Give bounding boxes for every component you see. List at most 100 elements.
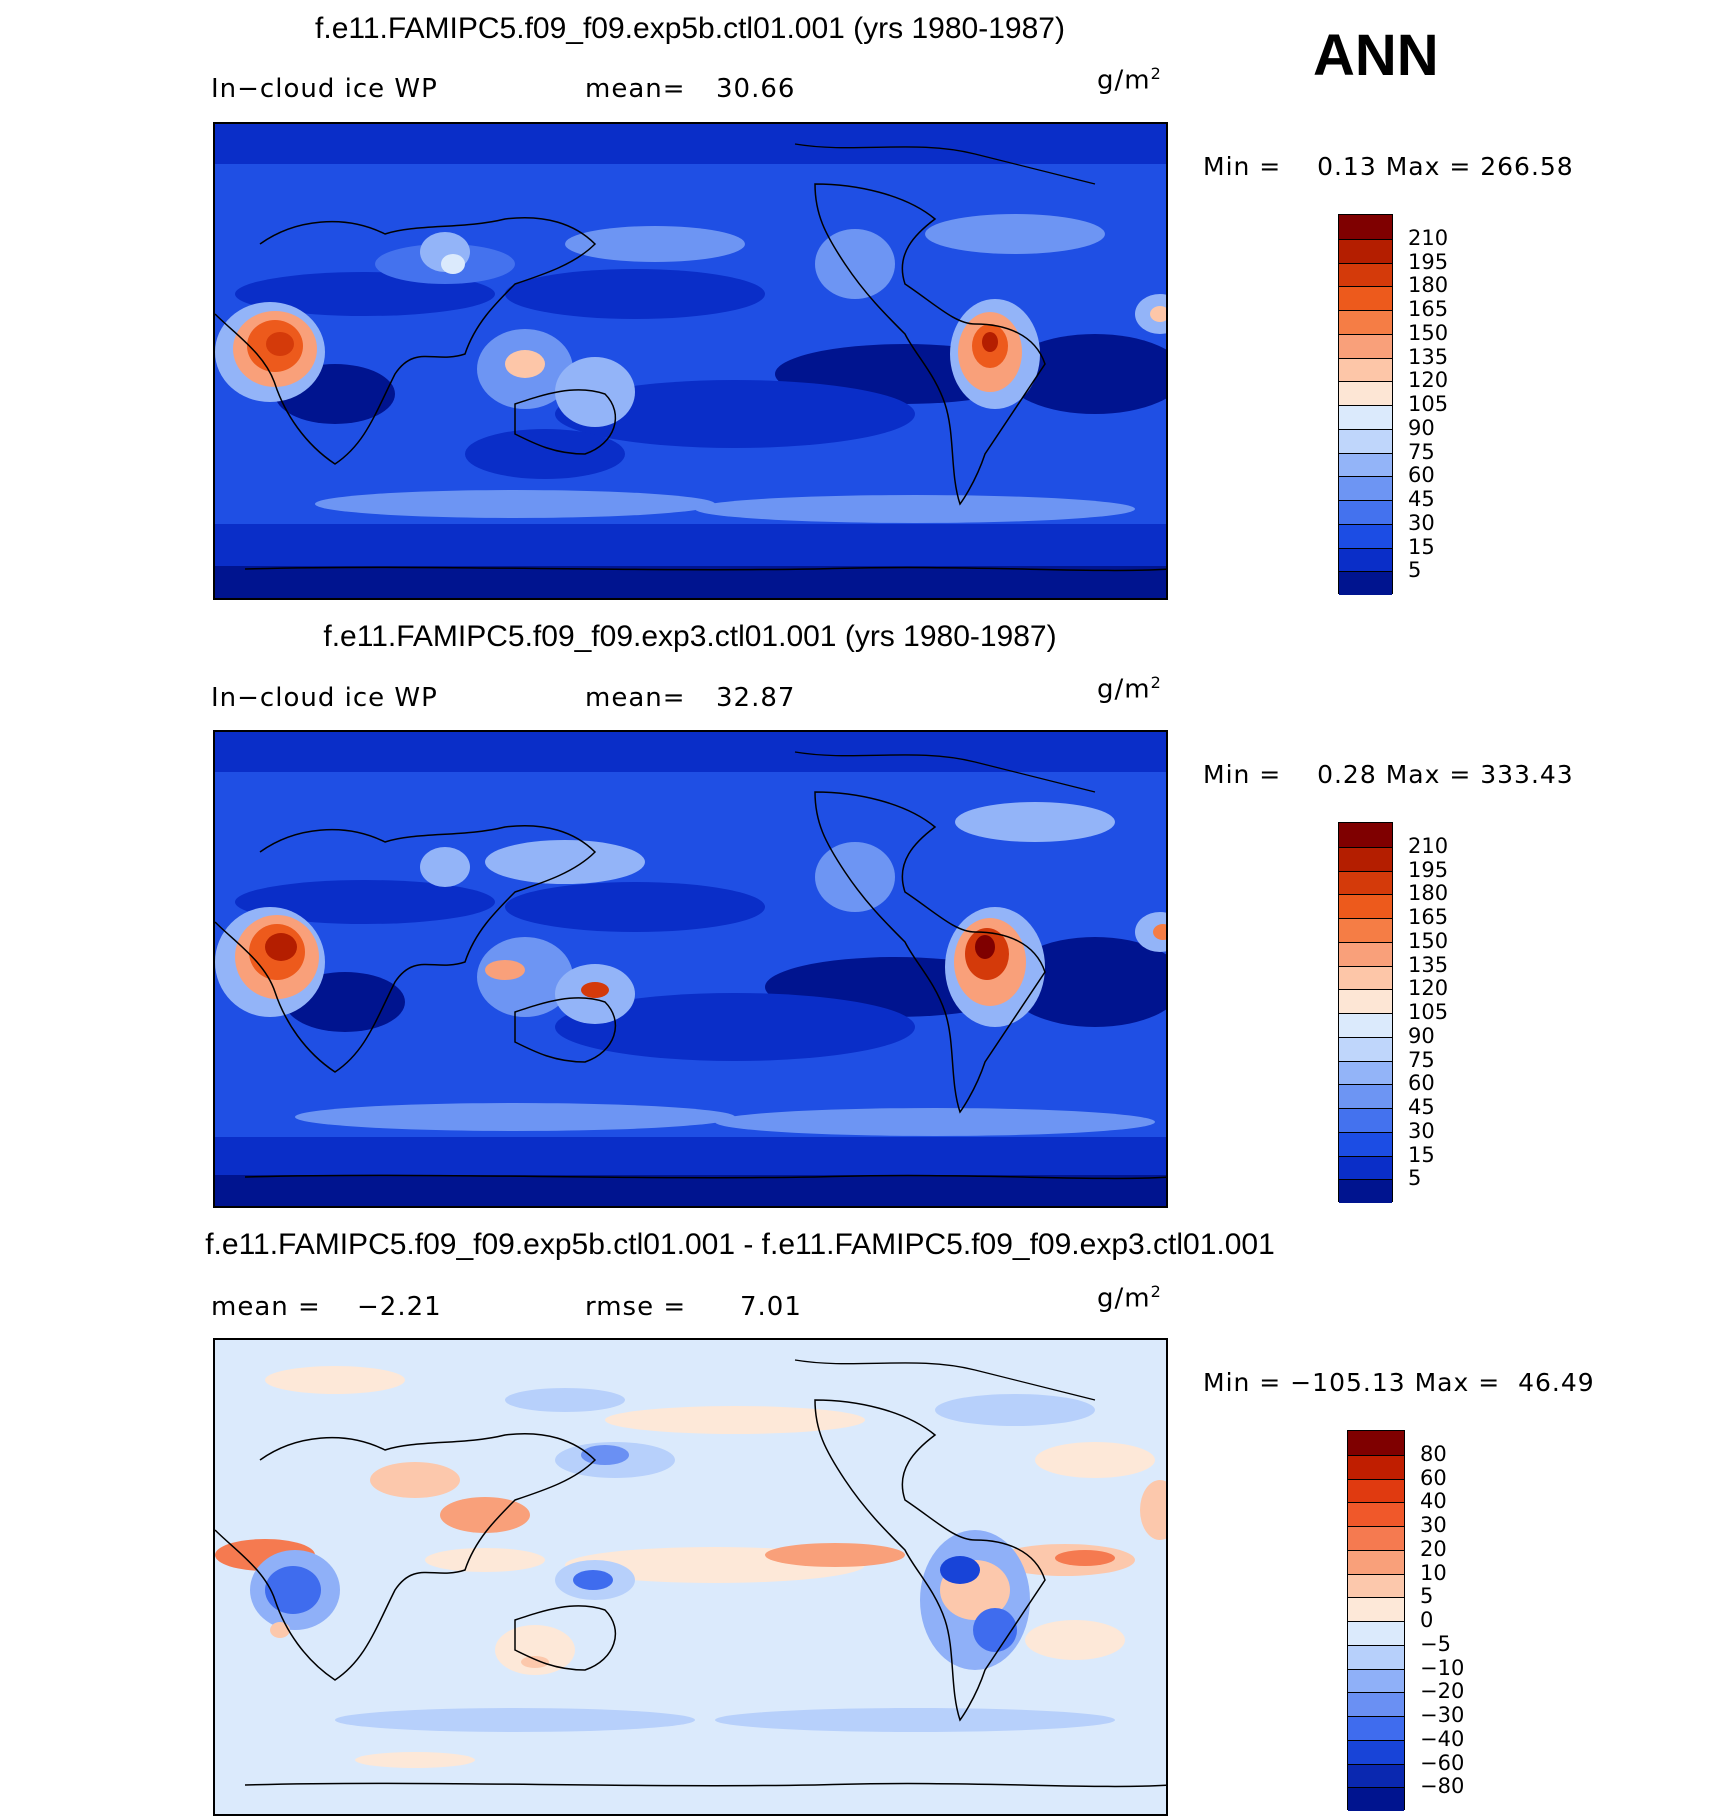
colorbar-segment bbox=[1348, 1526, 1404, 1550]
colorbar-tick-label: 135 bbox=[1408, 952, 1449, 977]
colorbar-tick-label: −10 bbox=[1420, 1655, 1465, 1680]
colorbar-tick-label: −60 bbox=[1420, 1750, 1465, 1775]
panel-2-title: f.e11.FAMIPC5.f09_f09.exp3.ctl01.001 (yr… bbox=[323, 620, 1057, 653]
colorbar-tick-label: 30 bbox=[1420, 1513, 1447, 1537]
colorbar-segment bbox=[1339, 476, 1392, 500]
colorbar-segment bbox=[1339, 1013, 1392, 1037]
colorbar-tick-label: 150 bbox=[1408, 320, 1449, 345]
colorbar-segment bbox=[1348, 1763, 1404, 1788]
colorbar-segment bbox=[1348, 1454, 1404, 1479]
colorbar-segment bbox=[1348, 1787, 1404, 1811]
colorbar-segment bbox=[1348, 1502, 1404, 1526]
colorbar-segment bbox=[1348, 1644, 1404, 1669]
panel-2-min-value: 0.28 bbox=[1317, 760, 1377, 789]
colorbar-segment bbox=[1339, 500, 1392, 524]
colorbar-tick-label: 40 bbox=[1420, 1489, 1447, 1514]
panel-2-map bbox=[213, 730, 1168, 1208]
colorbar-tick-label: 10 bbox=[1420, 1560, 1447, 1585]
colorbar-tick-label: 15 bbox=[1408, 534, 1435, 559]
colorbar-tick-label: −40 bbox=[1420, 1726, 1465, 1751]
colorbar-tick-label: 120 bbox=[1408, 976, 1449, 1001]
colorbar-segment bbox=[1339, 941, 1392, 966]
panel-3-colorbar bbox=[1347, 1430, 1405, 1811]
panel-1-mean-value: 30.66 bbox=[716, 74, 796, 104]
colorbar-segment bbox=[1348, 1668, 1404, 1693]
colorbar-segment bbox=[1339, 989, 1392, 1013]
panel-1-max-label: Max = bbox=[1385, 152, 1472, 181]
colorbar-segment bbox=[1339, 262, 1392, 287]
colorbar-segment bbox=[1339, 1155, 1392, 1180]
panel-2-map-svg bbox=[215, 732, 1166, 1206]
colorbar-tick-label: −5 bbox=[1420, 1631, 1451, 1656]
panel-3-minmax: Min = −105.13 Max = 46.49 bbox=[1203, 1368, 1595, 1397]
colorbar-segment bbox=[1339, 452, 1392, 477]
colorbar-tick-label: 60 bbox=[1408, 1071, 1435, 1096]
colorbar-segment bbox=[1339, 1108, 1392, 1132]
colorbar-tick-label: 150 bbox=[1408, 928, 1449, 953]
colorbar-segment bbox=[1348, 1692, 1404, 1716]
panel-1-minmax: Min = 0.13 Max = 266.58 bbox=[1203, 152, 1574, 181]
colorbar-tick-label: 210 bbox=[1408, 225, 1449, 250]
colorbar-tick-label: 90 bbox=[1408, 1023, 1435, 1048]
colorbar-tick-label: 20 bbox=[1420, 1536, 1447, 1561]
panel-1-map bbox=[213, 122, 1168, 600]
colorbar-segment bbox=[1348, 1716, 1404, 1740]
colorbar-tick-label: −20 bbox=[1420, 1679, 1465, 1704]
colorbar-tick-label: 75 bbox=[1408, 1047, 1435, 1072]
colorbar-tick-label: 5 bbox=[1408, 558, 1422, 583]
panel-1-title: f.e11.FAMIPC5.f09_f09.exp5b.ctl01.001 (y… bbox=[315, 12, 1065, 45]
panel-2-mean-value: 32.87 bbox=[716, 683, 796, 713]
colorbar-tick-label: 30 bbox=[1408, 1118, 1435, 1143]
panel-2-min-label: Min = bbox=[1203, 760, 1282, 789]
colorbar-segment bbox=[1339, 381, 1392, 405]
panel-2-max-value: 333.43 bbox=[1480, 760, 1574, 789]
colorbar-tick-label: 45 bbox=[1408, 1095, 1435, 1119]
colorbar-segment bbox=[1348, 1739, 1404, 1764]
panel-3-min-value: −105.13 bbox=[1290, 1368, 1406, 1397]
colorbar-segment bbox=[1339, 405, 1392, 429]
colorbar-segment bbox=[1339, 1179, 1392, 1203]
colorbar-segment bbox=[1339, 286, 1392, 310]
panel-2-mean-label: mean= bbox=[585, 683, 686, 713]
colorbar-tick-label: 105 bbox=[1408, 392, 1449, 416]
panel-3-map-svg bbox=[215, 1340, 1166, 1814]
colorbar-segment bbox=[1339, 823, 1392, 847]
colorbar-segment bbox=[1339, 894, 1392, 918]
colorbar-tick-label: 60 bbox=[1420, 1465, 1447, 1490]
colorbar-segment bbox=[1339, 1036, 1392, 1061]
colorbar-tick-label: 15 bbox=[1408, 1142, 1435, 1167]
colorbar-segment bbox=[1348, 1597, 1404, 1621]
colorbar-segment bbox=[1339, 333, 1392, 358]
colorbar-segment bbox=[1348, 1573, 1404, 1598]
panel-3-max-value: 46.49 bbox=[1518, 1368, 1595, 1397]
colorbar-tick-label: 75 bbox=[1408, 439, 1435, 464]
colorbar-segment bbox=[1339, 965, 1392, 990]
panel-2-variable-label: In−cloud ice WP bbox=[211, 683, 438, 713]
panel-3-mean-value: −2.21 bbox=[357, 1292, 442, 1322]
panel-1-units: g/m2 bbox=[1097, 64, 1162, 96]
panel-1-mean-label: mean= bbox=[585, 74, 686, 104]
panel-1-min-label: Min = bbox=[1203, 152, 1282, 181]
colorbar-tick-label: 195 bbox=[1408, 857, 1449, 882]
colorbar-tick-label: 105 bbox=[1408, 1000, 1449, 1024]
colorbar-segment bbox=[1348, 1621, 1404, 1645]
colorbar-segment bbox=[1339, 571, 1392, 595]
colorbar-segment bbox=[1348, 1549, 1404, 1574]
colorbar-tick-label: 180 bbox=[1408, 881, 1449, 906]
colorbar-segment bbox=[1339, 215, 1392, 239]
colorbar-segment bbox=[1339, 238, 1392, 263]
colorbar-tick-label: 165 bbox=[1408, 905, 1449, 929]
colorbar-tick-label: 45 bbox=[1408, 487, 1435, 511]
colorbar-segment bbox=[1339, 1084, 1392, 1108]
panel-3-mean-label: mean = bbox=[211, 1292, 321, 1322]
panel-2-max-label: Max = bbox=[1385, 760, 1472, 789]
panel-3-rmse-label: rmse = bbox=[585, 1292, 687, 1322]
colorbar-tick-label: 30 bbox=[1408, 510, 1435, 535]
colorbar-segment bbox=[1348, 1431, 1404, 1455]
colorbar-tick-label: 165 bbox=[1408, 297, 1449, 321]
panel-3-max-label: Max = bbox=[1414, 1368, 1501, 1397]
colorbar-segment bbox=[1339, 523, 1392, 548]
panel-1-min-value: 0.13 bbox=[1317, 152, 1377, 181]
colorbar-tick-label: 135 bbox=[1408, 344, 1449, 369]
panel-1-variable-label: In−cloud ice WP bbox=[211, 74, 438, 104]
